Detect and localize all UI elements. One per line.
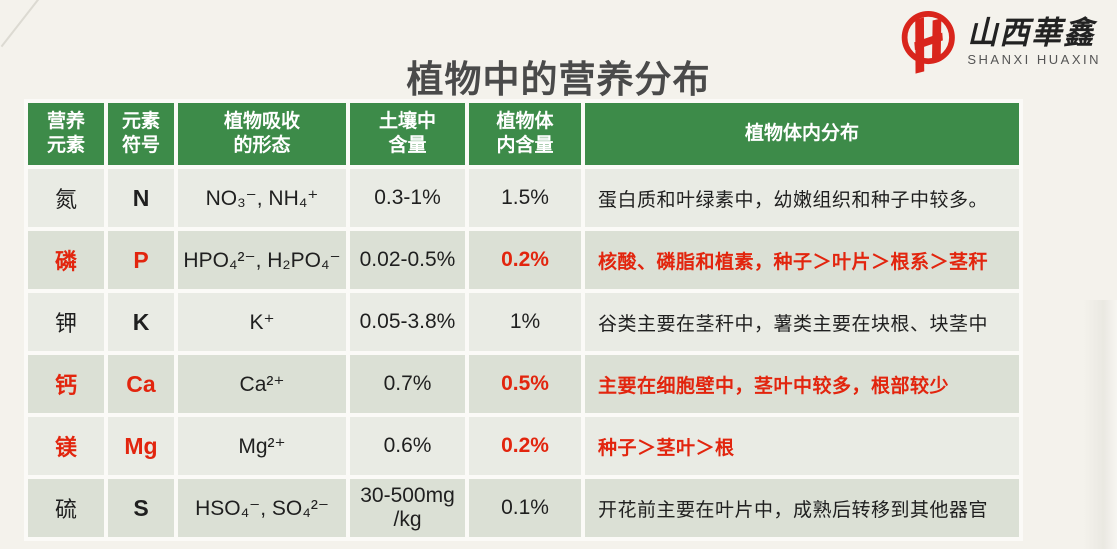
cell-symbol: S	[108, 479, 174, 537]
cell-element: 钾	[28, 293, 104, 351]
cell-distribution: 谷类主要在茎秆中，薯类主要在块根、块茎中	[585, 293, 1019, 351]
logo-name-en: SHANXI HUAXIN	[967, 51, 1101, 67]
cell-plant-content: 0.2%	[469, 231, 581, 289]
cell-soil-content: 0.7%	[350, 355, 465, 413]
cell-form: Ca²⁺	[178, 355, 346, 413]
cell-form: K⁺	[178, 293, 346, 351]
header-symbol: 元素 符号	[108, 103, 174, 165]
table-header-row: 营养 元素 元素 符号 植物吸收 的形态 土壤中 含量 植物体 内含量 植物体内…	[28, 103, 1019, 165]
logo-h-emblem	[902, 10, 956, 74]
cell-soil-content: 0.6%	[350, 417, 465, 475]
cell-distribution: 种子＞茎叶＞根	[585, 417, 1019, 475]
cell-plant-content: 0.1%	[469, 479, 581, 537]
cell-plant-content: 1%	[469, 293, 581, 351]
page-title: 植物中的营养分布	[406, 59, 711, 101]
cell-plant-content: 0.5%	[469, 355, 581, 413]
cell-plant-content: 1.5%	[469, 169, 581, 227]
logo-text: 山西華鑫 SHANXI HUAXIN	[967, 15, 1101, 67]
cell-form: HSO₄⁻, SO₄²⁻	[178, 479, 346, 537]
cell-element: 磷	[28, 231, 104, 289]
table-row-phosphorus: 磷 P HPO₄²⁻, H₂PO₄⁻ 0.02-0.5% 0.2% 核酸、磷脂和…	[28, 231, 1019, 289]
page-fold-shadow	[1083, 300, 1117, 549]
header-element: 营养 元素	[28, 103, 104, 165]
cell-form: NO₃⁻, NH₄⁺	[178, 169, 346, 227]
cell-soil-content: 30-500mg /kg	[350, 479, 465, 537]
cell-symbol: Ca	[108, 355, 174, 413]
cell-soil-content: 0.3-1%	[350, 169, 465, 227]
cell-element: 镁	[28, 417, 104, 475]
table-row-calcium: 钙 Ca Ca²⁺ 0.7% 0.5% 主要在细胞壁中，茎叶中较多，根部较少	[28, 355, 1019, 413]
cell-distribution: 蛋白质和叶绿素中，幼嫩组织和种子中较多。	[585, 169, 1019, 227]
cell-distribution: 主要在细胞壁中，茎叶中较多，根部较少	[585, 355, 1019, 413]
header-distribution: 植物体内分布	[585, 103, 1019, 165]
cell-symbol: Mg	[108, 417, 174, 475]
cell-form: Mg²⁺	[178, 417, 346, 475]
table-row-sulfur: 硫 S HSO₄⁻, SO₄²⁻ 30-500mg /kg 0.1% 开花前主要…	[28, 479, 1019, 537]
cell-distribution: 核酸、磷脂和植素，种子＞叶片＞根系＞茎秆	[585, 231, 1019, 289]
cell-soil-content: 0.02-0.5%	[350, 231, 465, 289]
corner-decoration	[0, 0, 46, 48]
cell-soil-content: 0.05-3.8%	[350, 293, 465, 351]
cell-symbol: N	[108, 169, 174, 227]
cell-plant-content: 0.2%	[469, 417, 581, 475]
logo-name-cn: 山西華鑫	[967, 15, 1096, 51]
header-soil-content: 土壤中 含量	[350, 103, 465, 165]
table-row-nitrogen: 氮 N NO₃⁻, NH₄⁺ 0.3-1% 1.5% 蛋白质和叶绿素中，幼嫩组织…	[28, 169, 1019, 227]
cell-distribution: 开花前主要在叶片中，成熟后转移到其他器官	[585, 479, 1019, 537]
company-logo: 山西華鑫 SHANXI HUAXIN	[895, 8, 1101, 76]
cell-element: 钙	[28, 355, 104, 413]
table-row-magnesium: 镁 Mg Mg²⁺ 0.6% 0.2% 种子＞茎叶＞根	[28, 417, 1019, 475]
nutrient-distribution-table: 营养 元素 元素 符号 植物吸收 的形态 土壤中 含量 植物体 内含量 植物体内…	[24, 99, 1023, 541]
cell-element: 硫	[28, 479, 104, 537]
cell-form: HPO₄²⁻, H₂PO₄⁻	[178, 231, 346, 289]
cell-element: 氮	[28, 169, 104, 227]
header-form: 植物吸收 的形态	[178, 103, 346, 165]
table-row-potassium: 钾 K K⁺ 0.05-3.8% 1% 谷类主要在茎秆中，薯类主要在块根、块茎中	[28, 293, 1019, 351]
cell-symbol: K	[108, 293, 174, 351]
cell-symbol: P	[108, 231, 174, 289]
header-plant-content: 植物体 内含量	[469, 103, 581, 165]
